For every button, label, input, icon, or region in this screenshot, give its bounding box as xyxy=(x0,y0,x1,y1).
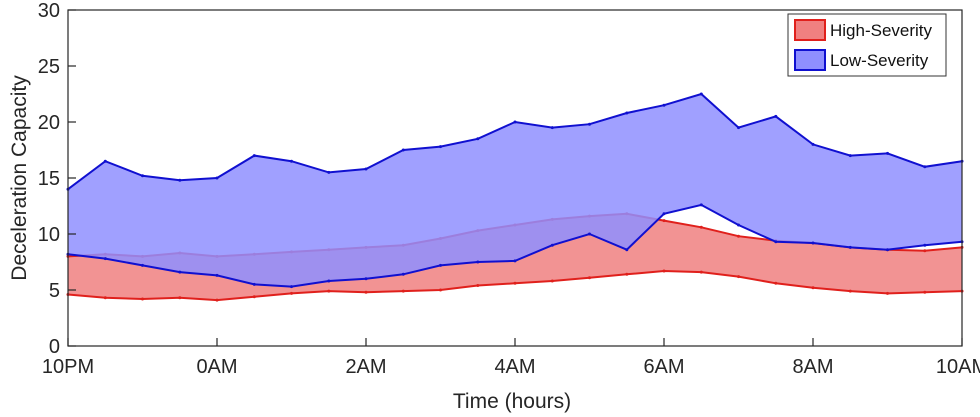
point-high-severity-lower xyxy=(625,272,629,276)
point-low-severity-lower xyxy=(401,272,405,276)
point-low-severity-upper xyxy=(439,145,442,149)
point-high-severity-upper xyxy=(923,249,927,253)
point-low-severity-lower xyxy=(699,203,703,207)
point-low-severity-lower xyxy=(215,273,219,277)
point-low-severity-upper xyxy=(252,154,256,158)
point-low-severity-lower xyxy=(141,263,144,267)
point-low-severity-upper xyxy=(774,114,778,118)
legend: High-Severity Low-Severity xyxy=(787,13,947,77)
point-low-severity-lower xyxy=(252,282,256,286)
x-tick-label: 2AM xyxy=(345,356,386,378)
point-low-severity-lower xyxy=(625,248,629,252)
point-low-severity-upper xyxy=(141,174,144,178)
y-tick-label: 0 xyxy=(49,336,60,358)
area-low-severity xyxy=(68,94,962,287)
y-tick-label: 25 xyxy=(38,56,60,78)
point-low-severity-lower xyxy=(476,260,480,264)
point-high-severity-lower xyxy=(439,288,442,292)
legend-swatch-low-severity xyxy=(794,49,826,71)
point-high-severity-lower xyxy=(886,291,889,295)
point-high-severity-lower xyxy=(774,281,778,285)
point-low-severity-upper xyxy=(103,159,107,163)
y-tick-label: 10 xyxy=(38,224,60,246)
point-low-severity-upper xyxy=(476,137,480,141)
point-low-severity-lower xyxy=(364,277,368,281)
point-low-severity-upper xyxy=(699,92,703,96)
axes: 0 5 10 15 20 25 30 10PM 0AM 2AM 4AM 6AM 8AM 10AM xyxy=(38,0,980,378)
point-low-severity-lower xyxy=(550,243,554,247)
legend-label-high-severity: High-Severity xyxy=(830,21,933,40)
point-high-severity-lower xyxy=(588,276,591,280)
point-high-severity-lower xyxy=(848,289,852,293)
point-high-severity-lower xyxy=(923,290,927,294)
y-tick-label: 15 xyxy=(38,168,60,190)
point-low-severity-lower xyxy=(290,285,293,289)
point-low-severity-lower xyxy=(327,279,331,283)
point-low-severity-lower xyxy=(886,248,889,252)
point-low-severity-lower xyxy=(848,245,852,249)
point-high-severity-lower xyxy=(178,296,182,300)
point-low-severity-upper xyxy=(588,122,591,126)
point-high-severity-upper xyxy=(662,219,666,223)
point-high-severity-upper xyxy=(699,225,703,229)
plot-area xyxy=(66,92,964,302)
point-low-severity-upper xyxy=(215,176,219,180)
x-tick-label: 8AM xyxy=(792,356,833,378)
point-high-severity-lower xyxy=(476,284,480,287)
point-high-severity-upper xyxy=(737,234,740,238)
x-tick-label: 0AM xyxy=(196,356,237,378)
point-high-severity-lower xyxy=(103,296,107,300)
point-low-severity-lower xyxy=(588,232,591,236)
x-tick-label: 4AM xyxy=(494,356,535,378)
point-high-severity-lower xyxy=(141,297,144,301)
point-low-severity-upper xyxy=(178,178,182,182)
point-high-severity-lower xyxy=(364,290,368,294)
point-low-severity-upper xyxy=(886,151,889,155)
point-low-severity-upper xyxy=(848,154,852,158)
point-low-severity-upper xyxy=(513,120,517,124)
point-low-severity-upper xyxy=(737,126,740,130)
point-high-severity-lower xyxy=(290,291,293,295)
point-low-severity-lower xyxy=(774,240,778,244)
point-high-severity-lower xyxy=(699,270,703,274)
point-high-severity-lower xyxy=(811,286,815,290)
y-tick-label: 30 xyxy=(38,0,60,22)
point-high-severity-lower xyxy=(252,295,256,299)
y-tick-label: 5 xyxy=(49,280,60,302)
point-low-severity-lower xyxy=(513,259,517,263)
point-high-severity-lower xyxy=(550,279,554,283)
point-low-severity-lower xyxy=(923,243,927,247)
point-low-severity-upper xyxy=(401,148,405,152)
x-tick-label: 10AM xyxy=(936,356,980,378)
point-low-severity-lower xyxy=(662,212,666,216)
point-low-severity-upper xyxy=(327,170,331,174)
legend-swatch-high-severity xyxy=(794,19,826,41)
point-low-severity-upper xyxy=(550,126,554,130)
point-low-severity-upper xyxy=(811,142,815,146)
x-axis-title: Time (hours) xyxy=(453,390,571,413)
point-low-severity-lower xyxy=(737,223,740,227)
y-axis-title: Deceleration Capacity xyxy=(8,75,31,281)
point-low-severity-upper xyxy=(625,111,629,115)
point-high-severity-lower xyxy=(513,281,517,285)
y-tick-label: 20 xyxy=(38,112,60,134)
legend-label-low-severity: Low-Severity xyxy=(830,51,929,70)
point-low-severity-upper xyxy=(364,167,368,171)
point-low-severity-lower xyxy=(178,270,182,274)
point-high-severity-lower xyxy=(737,275,740,279)
point-low-severity-upper xyxy=(923,165,927,169)
point-low-severity-lower xyxy=(439,263,442,267)
point-high-severity-lower xyxy=(401,289,405,293)
point-high-severity-lower xyxy=(215,298,219,302)
x-tick-label: 6AM xyxy=(643,356,684,378)
point-low-severity-upper xyxy=(662,103,666,107)
x-tick-label: 10PM xyxy=(42,356,94,378)
point-low-severity-upper xyxy=(290,159,293,163)
point-low-severity-lower xyxy=(103,257,107,261)
point-high-severity-lower xyxy=(327,289,331,293)
point-high-severity-lower xyxy=(662,269,666,273)
point-low-severity-lower xyxy=(811,241,815,245)
